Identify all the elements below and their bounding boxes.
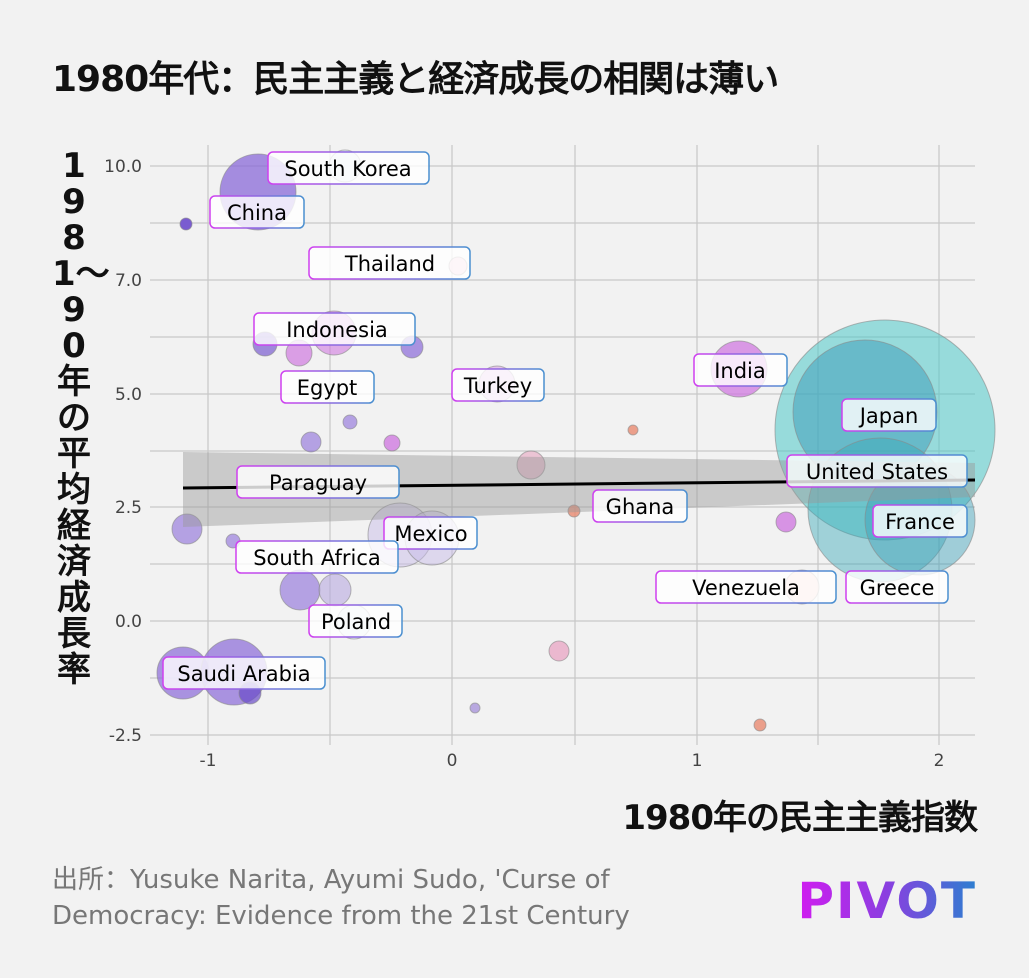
- x-axis-label: 1980年の民主主義指数: [622, 798, 978, 838]
- svg-text:0.0: 0.0: [115, 612, 142, 632]
- svg-text:India: India: [714, 359, 766, 383]
- svg-text:7.0: 7.0: [115, 271, 142, 291]
- pivot-logo: PIVOT: [797, 872, 977, 930]
- svg-text:-2.5: -2.5: [109, 726, 142, 746]
- svg-text:Venezuela: Venezuela: [692, 576, 800, 600]
- svg-text:-1: -1: [200, 751, 217, 771]
- svg-text:Japan: Japan: [858, 404, 919, 428]
- svg-text:2: 2: [934, 751, 945, 771]
- svg-text:Thailand: Thailand: [344, 252, 435, 276]
- svg-text:Saudi Arabia: Saudi Arabia: [177, 662, 310, 686]
- svg-text:1: 1: [692, 751, 703, 771]
- svg-text:Turkey: Turkey: [463, 374, 532, 398]
- chart-title: 1980年代：民主主義と経済成長の相関は薄い: [52, 59, 779, 100]
- svg-text:France: France: [885, 510, 955, 534]
- svg-text:0: 0: [447, 751, 458, 771]
- point-labels: South Korea China Thailand Indonesia Egy…: [162, 151, 968, 690]
- svg-text:5.0: 5.0: [115, 385, 142, 405]
- svg-text:South Korea: South Korea: [284, 157, 411, 181]
- svg-text:Egypt: Egypt: [297, 376, 358, 400]
- source-note: 出所：Yusuke Narita, Ayumi Sudo, 'Curse of …: [52, 865, 630, 931]
- svg-text:2.5: 2.5: [115, 498, 142, 518]
- svg-text:Paraguay: Paraguay: [269, 471, 367, 495]
- svg-text:United States: United States: [806, 460, 948, 484]
- y-axis-label: 1981〜90年の平均経済成長率: [52, 146, 110, 690]
- svg-text:Greece: Greece: [860, 576, 935, 600]
- svg-text:Ghana: Ghana: [606, 495, 675, 519]
- svg-text:Indonesia: Indonesia: [286, 318, 388, 342]
- bubbles: [156, 149, 996, 732]
- svg-text:Poland: Poland: [321, 610, 391, 634]
- svg-text:Mexico: Mexico: [394, 522, 467, 546]
- svg-text:South Africa: South Africa: [253, 546, 381, 570]
- svg-text:10.0: 10.0: [104, 157, 142, 177]
- svg-text:China: China: [227, 201, 287, 225]
